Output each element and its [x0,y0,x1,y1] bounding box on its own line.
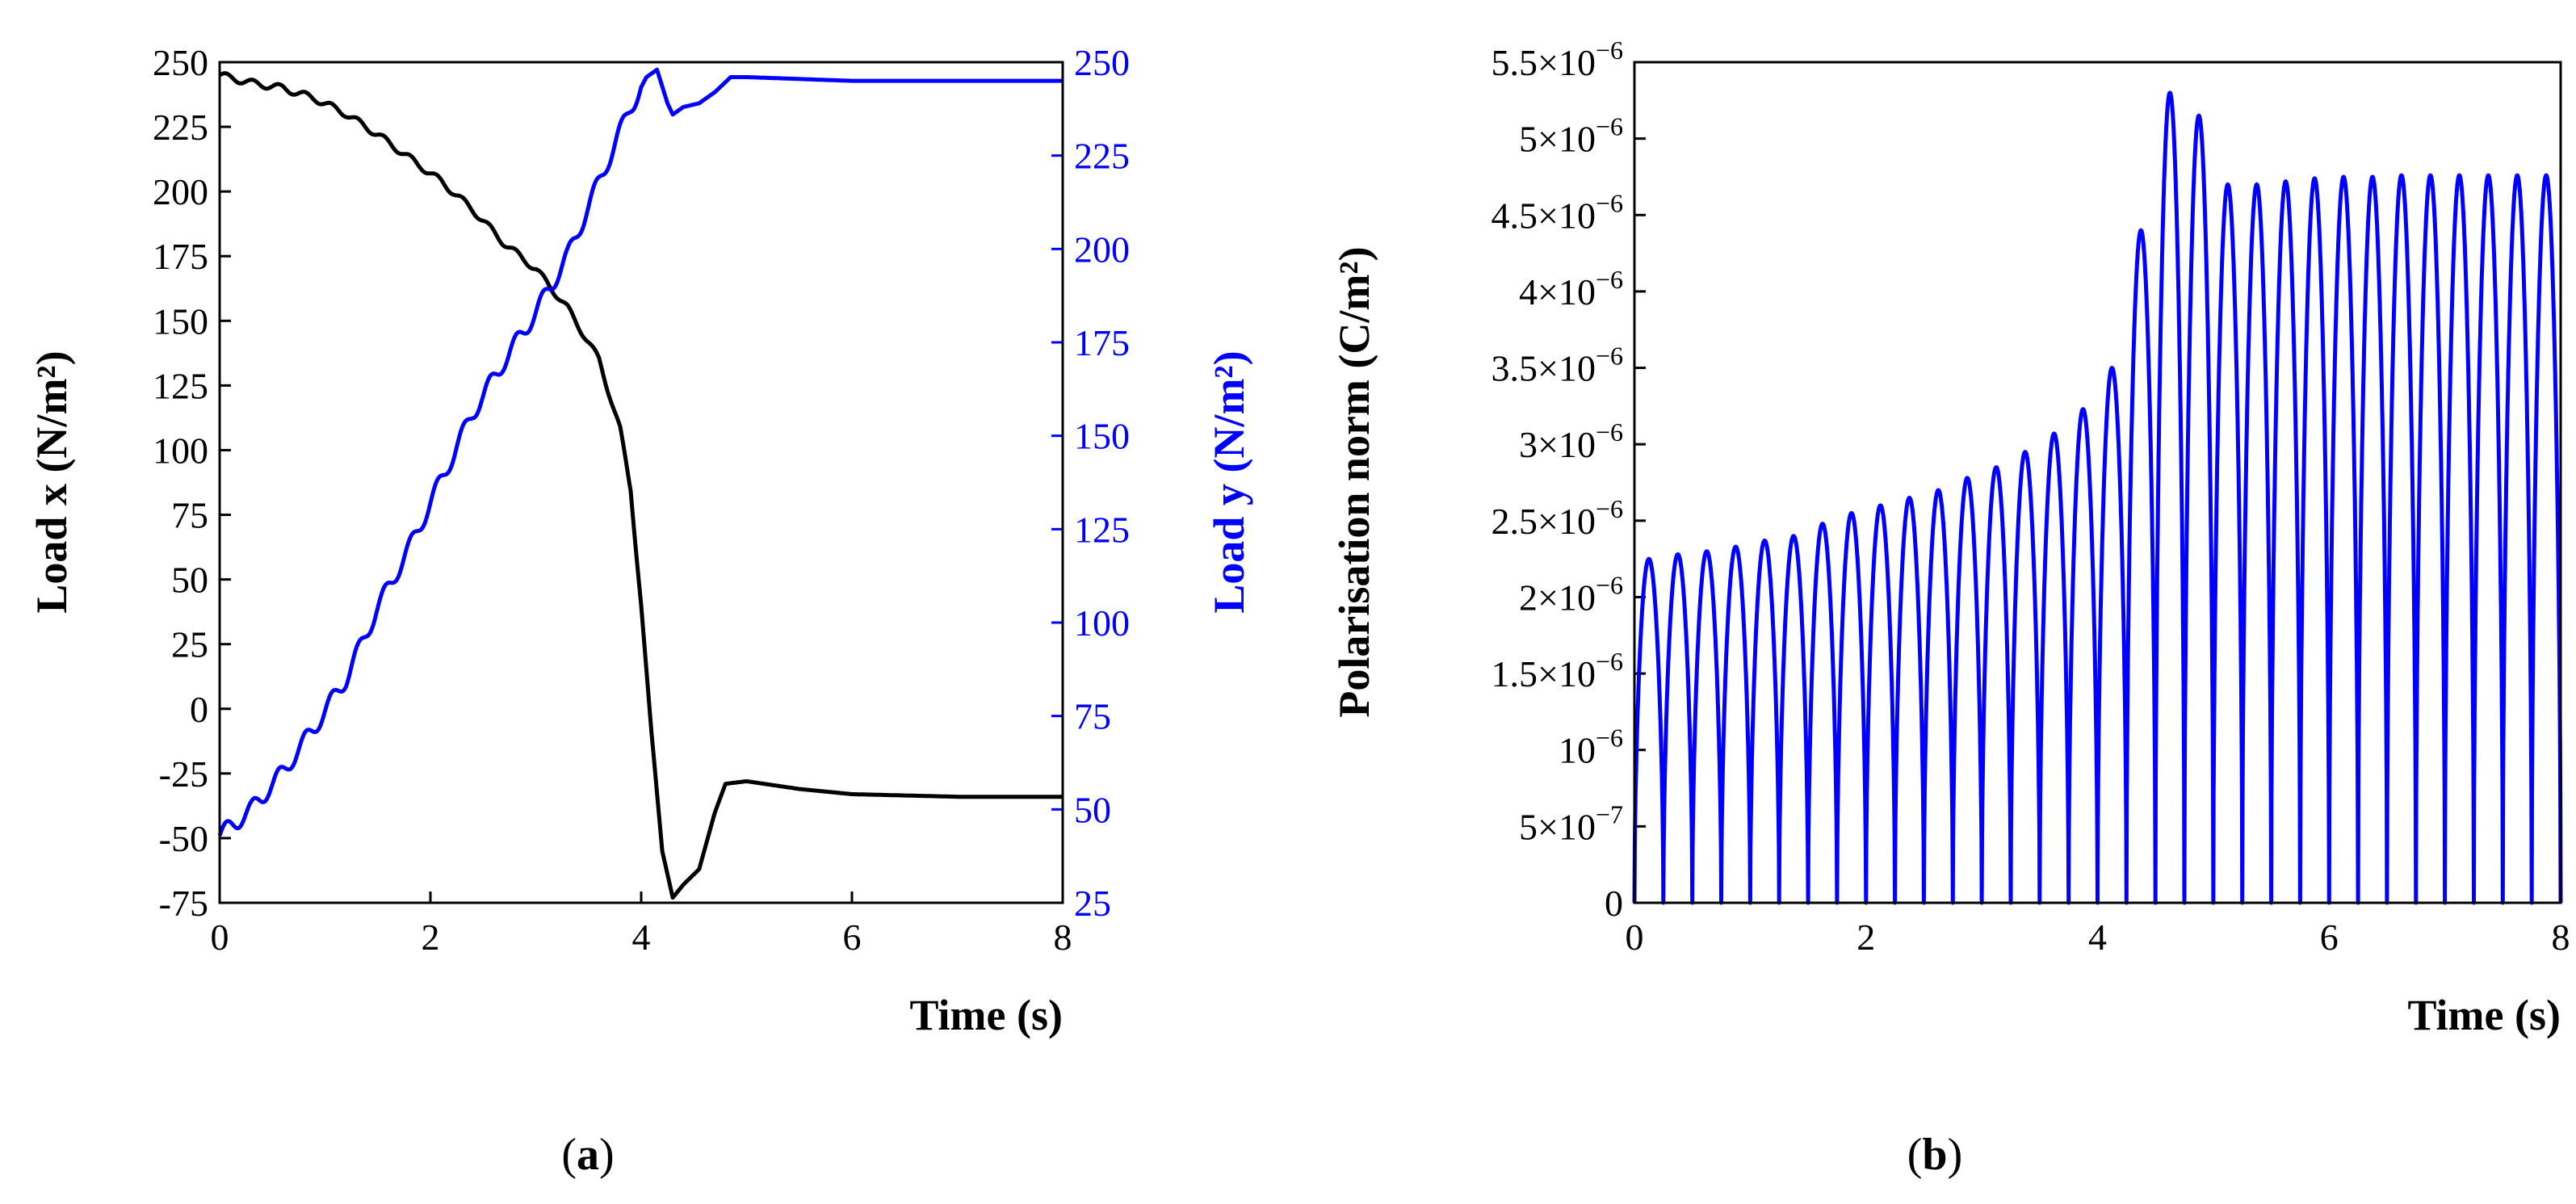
chart-a-ytick-left-label: 25 [171,624,208,665]
chart-a-ytick-right-label: 200 [1074,229,1130,270]
chart-a-ytick-right-label: 175 [1074,322,1130,363]
chart-a-xtick-label: 0 [211,917,229,958]
chart-a-ytick-left-label: 125 [153,365,208,406]
chart-a-series-load-y [217,67,1064,837]
chart-a-xtick-label: 2 [422,917,440,958]
chart-a-ylabel-right: Load y (N/m²) [1205,350,1253,613]
chart-a-ticks: 0 2 4 6 82502252001751501251007550250-25-50-… [153,42,1130,958]
chart-a-ytick-left-label: -50 [159,818,208,859]
chart-b-ytick-label: 5×10−7 [1519,799,1623,847]
chart-b-ytick-label: 1.5×10−6 [1491,647,1624,694]
chart-b: 0 2 4 6 8 5.5×10−6 5×10−6 4.5×10−6 4×10−6 3.5×10−… [1330,36,2570,1180]
chart-b-ytick-label: 4.5×10−6 [1491,188,1624,236]
chart-a-xtick-label: 6 [843,917,862,958]
chart-a-ytick-right-label: 75 [1074,696,1111,737]
chart-b-frame [1633,61,2562,904]
chart-a-ytick-left-label: -25 [159,753,208,795]
chart-a-ytick-left-label: 225 [153,107,208,148]
chart-a-frame [218,61,1064,904]
chart-b-xtick-label: 4 [2088,917,2107,958]
chart-a-ytick-right-label: 125 [1074,509,1130,550]
chart-a-xtick-label: 4 [632,917,651,958]
chart-a-ytick-right-label: 250 [1074,42,1130,83]
chart-a-series [217,67,1064,900]
chart-b-xtick-label: 8 [2552,917,2570,958]
chart-a-ytick-left-label: 250 [153,42,208,83]
chart-a-ytick-right-label: 225 [1074,136,1130,177]
chart-b-ytick-label: 5.5×10−6 [1491,36,1624,83]
chart-b-xlabel: Time (s) [2408,991,2561,1039]
chart-b-xtick-label: 6 [2320,917,2339,958]
chart-b-ytick-label: 3.5×10−6 [1491,342,1624,389]
chart-b-series-polarisation [1632,90,2563,905]
chart-b-xtick-label: 2 [1856,917,1875,958]
chart-a-ytick-left-label: 100 [153,430,208,471]
chart-a-caption: (a) [561,1130,614,1180]
chart-a-ytick-left-label: 0 [190,689,208,730]
chart-a-ytick-right-label: 100 [1074,602,1130,644]
chart-b-ytick-label: 4×10−6 [1519,265,1623,313]
chart-a-ytick-left-label: 200 [153,171,208,212]
chart-b-caption: (b) [1907,1130,1962,1180]
chart-a-ytick-left-label: 75 [171,495,208,536]
chart-b-ytick-label: 5×10−6 [1519,112,1623,160]
chart-b-ytick-label: 3×10−6 [1519,417,1623,465]
chart-a-series-load-x [218,71,1064,900]
chart-a-ytick-left-label: 50 [171,560,208,601]
chart-a-ytick-left-label: 175 [153,236,208,277]
chart-a-ytick-left-label: 150 [153,300,208,342]
chart-a-ytick-left-label: -75 [159,883,208,924]
chart-b-ticks: 0 2 4 6 8 5.5×10−6 5×10−6 4.5×10−6 4×10−6 3.5×10−… [1491,36,2570,958]
chart-a-ytick-right-label: 50 [1074,789,1111,830]
chart-b-xtick-label: 0 [1626,917,1644,958]
chart-a: 0 2 4 6 82502252001751501251007550250-25-50-… [27,42,1253,1180]
chart-b-ytick-label: 10−6 [1559,724,1623,771]
chart-a-xtick-label: 8 [1054,917,1072,958]
chart-b-series [1632,90,2563,905]
chart-b-ytick-label: 0 [1605,883,1623,924]
chart-b-ytick-label: 2.5×10−6 [1491,494,1624,542]
chart-b-ytick-label: 2×10−6 [1519,570,1623,618]
chart-a-ytick-right-label: 150 [1074,416,1130,457]
chart-a-ytick-right-label: 25 [1074,883,1111,924]
chart-b-ylabel: Polarisation norm (C/m²) [1330,246,1378,717]
chart-a-xlabel: Time (s) [910,991,1063,1039]
chart-a-ylabel-left: Load x (N/m²) [27,350,76,613]
